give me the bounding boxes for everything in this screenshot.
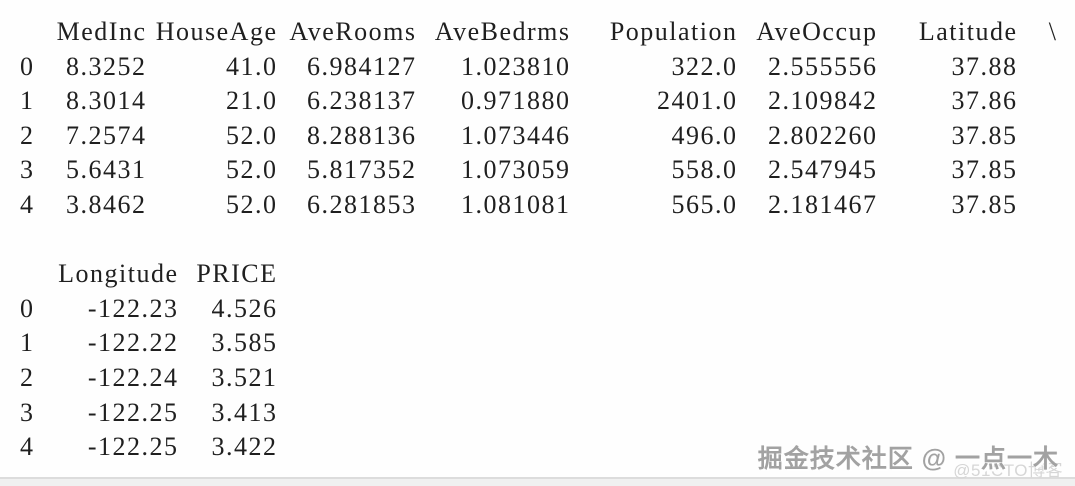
cell-value: 21.0 bbox=[226, 86, 278, 116]
cell-value: 37.86 bbox=[951, 86, 1018, 116]
row-index: 2 bbox=[20, 362, 35, 392]
cell-value: 1.023810 bbox=[461, 51, 571, 81]
cell-value: 1.073059 bbox=[461, 155, 571, 185]
header-row: MedInc HouseAge AveRooms AveBedrms Populatio… bbox=[20, 15, 1058, 50]
cell-value: 52.0 bbox=[226, 120, 278, 150]
line-continuation-char: \ bbox=[1048, 17, 1058, 46]
cell-value: 8.288136 bbox=[307, 120, 417, 150]
watermark-51cto: @51CTO博客 bbox=[953, 461, 1063, 480]
cell-value: 2.181467 bbox=[768, 189, 878, 219]
watermark-juejin: 掘金技术社区 @ 一点一木 bbox=[757, 445, 1059, 473]
cell-empty bbox=[1018, 119, 1058, 154]
header-row: Longitude PRICE bbox=[20, 257, 278, 292]
cell-value: 0.971880 bbox=[461, 86, 571, 116]
cell-value: 1.073446 bbox=[461, 120, 571, 150]
cell-value: 565.0 bbox=[671, 189, 738, 219]
cell-value: 4.526 bbox=[211, 293, 278, 323]
cell-value: 2.109842 bbox=[768, 86, 878, 116]
table-row: 2 7.2574 52.0 8.288136 1.073446 496.0 2.802260… bbox=[20, 119, 1058, 154]
table-row: 1 8.3014 21.0 6.238137 0.971880 2401.0 2.10984… bbox=[20, 84, 1058, 119]
cell-empty bbox=[1018, 84, 1058, 119]
cell-value: 41.0 bbox=[226, 51, 278, 81]
blank-line bbox=[20, 223, 1058, 258]
cell-value: 3.585 bbox=[211, 328, 278, 358]
cell-value: 52.0 bbox=[226, 189, 278, 219]
cell-value: -122.22 bbox=[87, 328, 179, 358]
column-header: AveRooms bbox=[289, 17, 417, 46]
row-index: 0 bbox=[20, 293, 35, 323]
column-header: HouseAge bbox=[155, 17, 278, 46]
cell-value: 1.081081 bbox=[461, 189, 571, 219]
table-row: 4 -122.25 3.422 bbox=[20, 430, 278, 465]
cell-value: 52.0 bbox=[226, 155, 278, 185]
table-row: 0 8.3252 41.0 6.984127 1.023810 322.0 2.555556… bbox=[20, 50, 1058, 85]
row-index: 2 bbox=[20, 120, 35, 150]
dataframe-table-features: MedInc HouseAge AveRooms AveBedrms Populatio… bbox=[20, 15, 1058, 223]
table-row: 2 -122.24 3.521 bbox=[20, 361, 278, 396]
cell-value: 3.413 bbox=[211, 397, 278, 427]
cell-value: 6.238137 bbox=[307, 86, 417, 116]
row-index: 3 bbox=[20, 397, 35, 427]
cell-value: 3.422 bbox=[211, 432, 278, 462]
table-row: 3 5.6431 52.0 5.817352 1.073059 558.0 2.547945… bbox=[20, 153, 1058, 188]
cell-empty bbox=[1018, 50, 1058, 85]
cell-value: 8.3014 bbox=[66, 86, 147, 116]
cell-value: 7.2574 bbox=[66, 120, 147, 150]
column-header: PRICE bbox=[196, 259, 278, 289]
column-header: Longitude bbox=[58, 259, 179, 289]
row-index: 1 bbox=[20, 86, 35, 116]
row-index: 1 bbox=[20, 328, 35, 358]
table-row: 0 -122.23 4.526 bbox=[20, 292, 278, 327]
console-output: MedInc HouseAge AveRooms AveBedrms Populatio… bbox=[20, 15, 1058, 465]
cell-value: 5.6431 bbox=[66, 155, 147, 185]
cell-value: 2.555556 bbox=[768, 51, 878, 81]
cell-value: 3.521 bbox=[211, 362, 278, 392]
table-row: 4 3.8462 52.0 6.281853 1.081081 565.0 2.181467… bbox=[20, 188, 1058, 223]
cell-value: 5.817352 bbox=[307, 155, 417, 185]
cell-value: 496.0 bbox=[671, 120, 738, 150]
row-index: 3 bbox=[20, 155, 35, 185]
cell-value: 558.0 bbox=[671, 155, 738, 185]
column-header: MedInc bbox=[56, 17, 147, 46]
cell-value: -122.25 bbox=[87, 432, 179, 462]
cell-empty bbox=[1018, 153, 1058, 188]
column-header: AveOccup bbox=[756, 17, 878, 46]
cell-value: 2401.0 bbox=[657, 86, 738, 116]
cell-value: 2.547945 bbox=[768, 155, 878, 185]
row-index: 0 bbox=[20, 51, 35, 81]
column-header: AveBedrms bbox=[434, 17, 571, 46]
table-row: 1 -122.22 3.585 bbox=[20, 326, 278, 361]
column-header: Latitude bbox=[918, 17, 1018, 46]
cell-value: 6.281853 bbox=[307, 189, 417, 219]
row-index: 4 bbox=[20, 189, 35, 219]
row-index: 4 bbox=[20, 432, 35, 462]
cell-value: 322.0 bbox=[671, 51, 738, 81]
cell-value: 37.88 bbox=[951, 51, 1018, 81]
index-column-header bbox=[20, 15, 35, 50]
cell-value: -122.23 bbox=[87, 293, 179, 323]
cell-empty bbox=[1018, 188, 1058, 223]
cell-value: 8.3252 bbox=[66, 51, 147, 81]
column-header: Population bbox=[609, 17, 738, 46]
cell-value: 37.85 bbox=[951, 155, 1018, 185]
index-column-header bbox=[20, 257, 35, 292]
table-row: 3 -122.25 3.413 bbox=[20, 396, 278, 431]
dataframe-table-target: Longitude PRICE 0 -122.23 4.526 1 -122.22 3.585… bbox=[20, 257, 278, 465]
cell-value: -122.24 bbox=[87, 362, 179, 392]
cell-value: 37.85 bbox=[951, 189, 1018, 219]
cell-value: -122.25 bbox=[87, 397, 179, 427]
bottom-edge-strip bbox=[0, 477, 1075, 486]
cell-value: 6.984127 bbox=[307, 51, 417, 81]
cell-value: 37.85 bbox=[951, 120, 1018, 150]
cell-value: 3.8462 bbox=[66, 189, 147, 219]
cell-value: 2.802260 bbox=[768, 120, 878, 150]
